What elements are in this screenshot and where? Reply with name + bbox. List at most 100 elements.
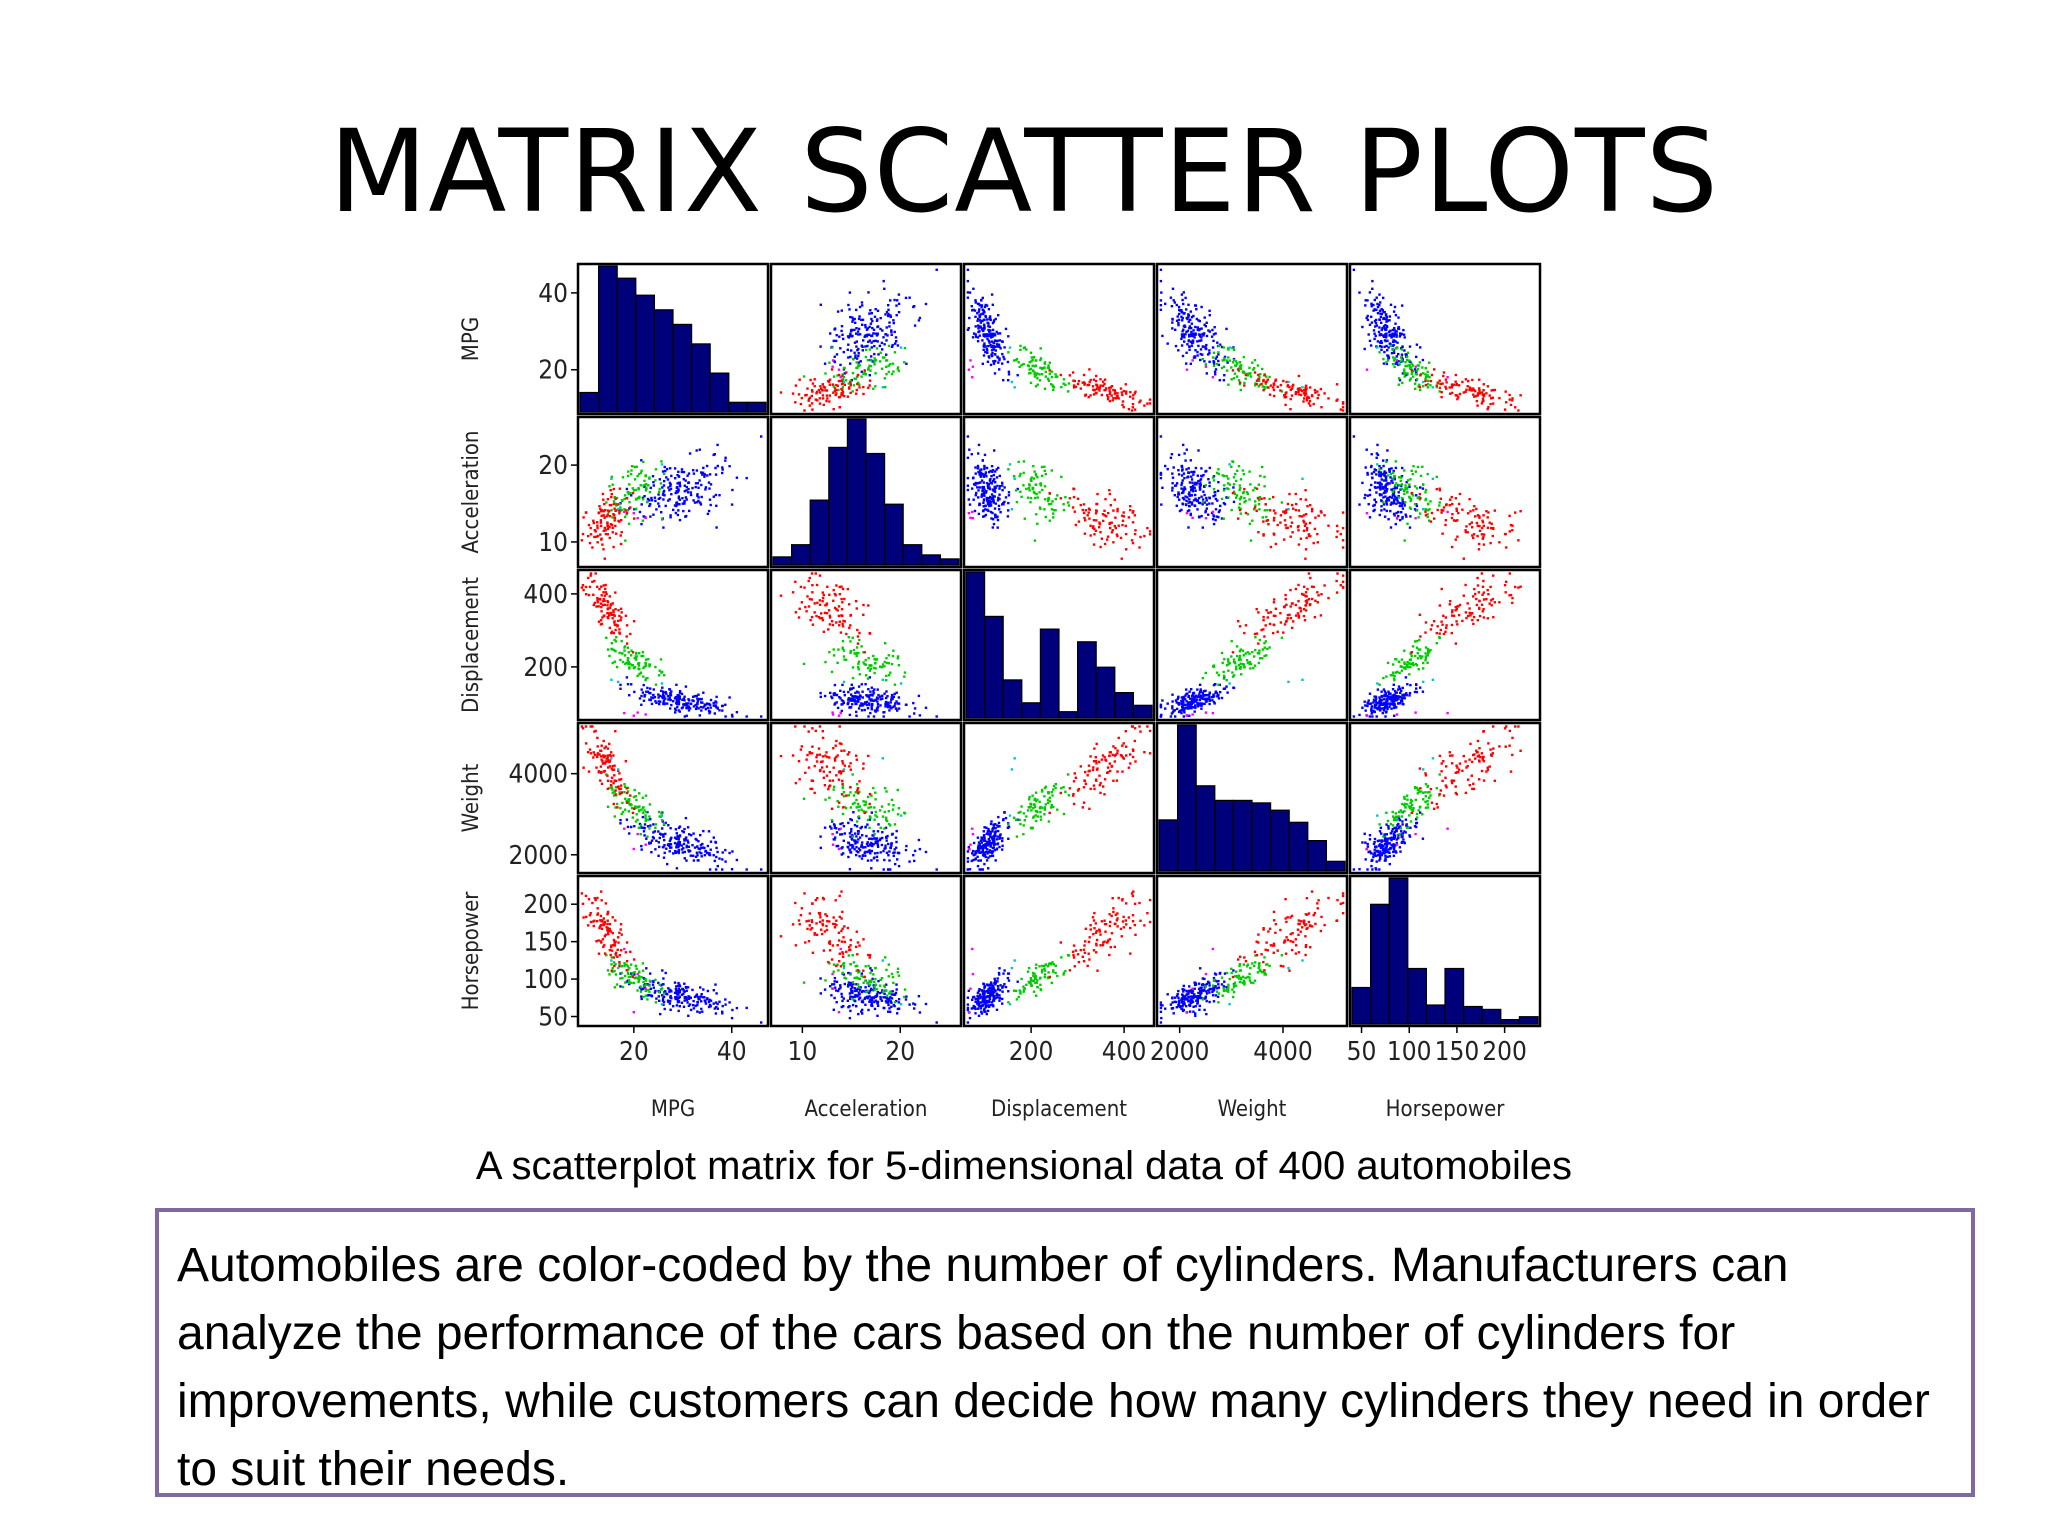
scatter-point (1400, 658, 1404, 661)
scatter-point (668, 489, 671, 492)
scatter-point (1286, 617, 1289, 620)
scatter-point (714, 700, 717, 703)
scatter-point (1006, 360, 1010, 364)
scatter-point (1192, 499, 1196, 502)
scatter-point (1274, 614, 1277, 618)
scatter-point (662, 691, 665, 695)
scatter-point (1176, 697, 1179, 701)
scatter-point (647, 484, 650, 487)
scatter-point (1493, 509, 1496, 512)
scatter-point (1476, 524, 1479, 527)
scatter-point (888, 705, 891, 708)
scatter-point (1185, 503, 1188, 507)
scatter-point (1394, 466, 1398, 470)
scatter-point (985, 490, 988, 493)
scatter-point (869, 711, 872, 715)
scatter-point (1386, 497, 1389, 500)
scatter-point (896, 344, 900, 347)
scatter-point (1263, 635, 1266, 638)
panel-frame (1348, 415, 1542, 569)
scatter-point (1304, 548, 1308, 551)
scatter-point (893, 692, 896, 696)
scatter-point (1036, 476, 1039, 479)
scatter-point (648, 477, 651, 480)
scatter-point (1187, 471, 1190, 474)
scatter-point (833, 683, 837, 687)
scatter-point (1412, 369, 1415, 373)
scatter-point (1376, 463, 1379, 466)
scatter-point (1064, 383, 1067, 386)
panel-frame (576, 262, 770, 416)
scatter-point (1376, 305, 1380, 309)
scatter-point (1381, 711, 1384, 715)
scatter-point (806, 595, 809, 598)
scatter-point (1047, 496, 1050, 500)
scatter-point (1199, 348, 1203, 351)
scatter-point (689, 493, 693, 497)
scatter-point (1461, 380, 1464, 384)
scatter-point (650, 839, 654, 842)
scatter-point (1442, 506, 1446, 509)
scatter-point (704, 703, 707, 707)
scatter-point (1448, 504, 1451, 507)
scatter-point (668, 844, 671, 847)
scatter-point (997, 361, 1000, 364)
scatter-point (610, 642, 613, 645)
scatter-point (1298, 515, 1301, 518)
scatter-point (663, 702, 666, 705)
scatter-point (857, 333, 860, 336)
scatter-point (968, 291, 972, 294)
scatter-point (1388, 702, 1391, 705)
scatter-point (982, 354, 986, 357)
scatter-point (683, 484, 686, 487)
scatter-point (1379, 709, 1382, 712)
scatter-point (1237, 369, 1241, 373)
scatter-point (1391, 348, 1394, 352)
scatter-point (1481, 585, 1485, 588)
scatter-point (663, 844, 666, 847)
scatter-point (667, 698, 670, 701)
scatter-point (1239, 662, 1242, 665)
scatter-point (1207, 513, 1210, 516)
scatter-point (1266, 519, 1269, 522)
scatter-point (1413, 508, 1417, 511)
scatter-point (1228, 463, 1231, 466)
scatter-point (1242, 355, 1246, 359)
scatter-point (606, 648, 610, 651)
scatter-point (1263, 646, 1266, 649)
scatter-point (645, 690, 648, 693)
scatter-point (1193, 355, 1196, 358)
scatter-point (669, 487, 673, 491)
scatter-point (1116, 392, 1119, 395)
scatter-point (677, 841, 680, 844)
scatter-point (606, 521, 609, 524)
scatter-point (677, 695, 680, 699)
scatter-point (642, 699, 646, 702)
scatter-point (869, 690, 872, 693)
scatter-point (841, 601, 844, 604)
scatter-point (1417, 648, 1420, 651)
scatter-point (849, 614, 852, 617)
scatter-point (1469, 614, 1472, 617)
histogram-bar (791, 544, 811, 566)
scatter-point (1417, 385, 1420, 388)
scatter-point (654, 683, 658, 686)
scatter-point (1214, 508, 1218, 511)
scatter-point (1176, 495, 1179, 499)
scatter-point (1400, 348, 1404, 351)
scatter-point (728, 696, 731, 699)
scatter-point (1087, 383, 1091, 387)
scatter-point (625, 487, 629, 491)
scatter-point (1364, 304, 1367, 307)
scatter-point (707, 709, 711, 713)
scatter-point (596, 521, 599, 524)
scatter-point (1177, 321, 1180, 325)
scatter-point (1242, 663, 1246, 666)
scatter-point (604, 591, 608, 594)
scatter-point (609, 489, 612, 492)
scatter-point (668, 481, 672, 485)
scatter-point (1472, 536, 1475, 540)
scatter-point (841, 373, 844, 376)
scatter-point (1187, 315, 1190, 319)
scatter-point (692, 832, 695, 835)
